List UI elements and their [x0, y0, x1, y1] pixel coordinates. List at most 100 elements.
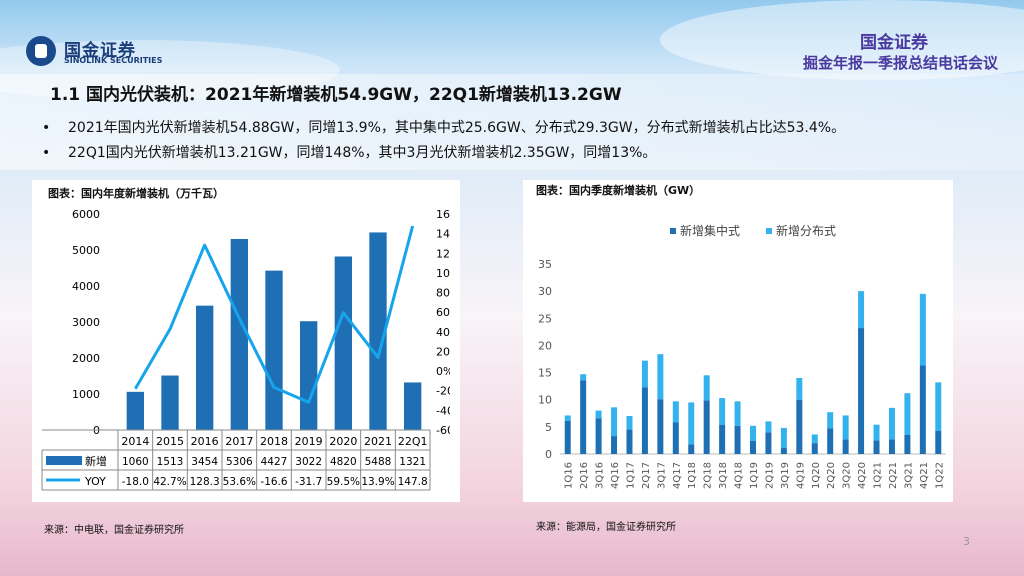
y-tick-label: 20 [538, 339, 552, 352]
table-new-value: 1060 [122, 456, 149, 468]
logo-chinese-name: 国金证券 [64, 41, 136, 61]
x-tick-label: 3Q20 [842, 462, 853, 489]
legend-distributed-swatch [766, 228, 772, 234]
table-yoy-value: -31.7 [295, 476, 322, 488]
sinolink-logo: 国金证券 SINOLINK SECURITIES [26, 36, 206, 70]
table-yoy-value: 13.9% [361, 476, 394, 488]
table-yoy-value: -16.6 [260, 476, 287, 488]
x-tick-label: 1Q17 [625, 462, 636, 489]
distributed-bar [688, 402, 695, 445]
central-bar [796, 399, 803, 454]
central-bar [904, 435, 911, 454]
table-yoy-value: 53.6% [223, 476, 256, 488]
distributed-bar [672, 401, 679, 423]
annual-bar [334, 256, 352, 430]
x-tick-label: 3Q17 [656, 462, 667, 489]
legend-bar-swatch [46, 456, 82, 465]
table-yoy-value: -18.0 [122, 476, 149, 488]
central-bar [780, 448, 787, 454]
x-tick-label: 2015 [156, 435, 184, 448]
legend-new-label: 新增 [85, 454, 107, 468]
bullet-text: 22Q1国内光伏新增装机13.21GW，同增148%，其中3月光伏新增装机2.3… [68, 145, 657, 161]
central-bar [750, 440, 756, 454]
annual-bar [300, 321, 318, 430]
bullet-text: 2021年国内光伏新增装机54.88GW，同增13.9%，其中集中式25.6GW… [68, 120, 846, 136]
central-bar [935, 430, 942, 454]
x-tick-label: 4Q19 [795, 462, 806, 489]
central-bar [719, 424, 726, 454]
legend-distributed-label: 新增分布式 [776, 223, 836, 238]
y-right-tick-label: 120% [436, 247, 450, 260]
x-tick-label: 4Q16 [610, 462, 621, 489]
distributed-bar [611, 407, 618, 437]
distributed-bar [595, 410, 602, 419]
table-yoy-value: 147.8 [398, 476, 428, 488]
quarterly-installations-chart: 新增集中式 新增分布式 0 5 10 15 20 25 30 35 1Q16 2Q16 3Q16 4Q16… [538, 223, 946, 489]
legend-central-label: 新增集中式 [680, 223, 740, 238]
central-bar [672, 422, 679, 454]
distributed-bar [827, 412, 834, 429]
x-tick-label: 3Q21 [903, 462, 914, 489]
y-left-tick-label: 2000 [72, 352, 100, 365]
bullet-item: • 2021年国内光伏新增装机54.88GW，同增13.9%，其中集中式25.6G… [42, 117, 845, 137]
table-new-value: 1321 [399, 456, 426, 468]
y-right-tick-label: 20% [436, 345, 450, 358]
yoy-line [134, 225, 415, 404]
y-right-tick-label: 140% [436, 228, 450, 241]
x-tick-label: 3Q19 [780, 462, 791, 489]
distributed-bar [750, 425, 756, 441]
central-bar [626, 429, 633, 454]
x-tick-label: 2019 [295, 435, 323, 448]
x-tick-label: 1Q20 [811, 462, 822, 489]
y-right-tick-label: -20% [436, 385, 450, 398]
central-bar [765, 432, 772, 454]
table-new-value: 3022 [295, 456, 322, 468]
x-tick-label: 1Q16 [564, 462, 575, 489]
table-new-value: 1513 [157, 456, 184, 468]
distributed-bar [626, 416, 633, 430]
x-tick-label: 2020 [329, 435, 357, 448]
distributed-bar [888, 407, 895, 440]
distributed-bar [657, 354, 664, 400]
x-tick-label: 4Q21 [919, 462, 930, 489]
x-tick-label: 2Q17 [641, 462, 652, 489]
distributed-bar [858, 291, 865, 329]
distributed-bar [842, 415, 849, 440]
legend-central-swatch [670, 228, 676, 234]
y-left-tick-label: 6000 [72, 208, 100, 221]
table-new-value: 4820 [330, 456, 357, 468]
x-tick-label: 2Q18 [703, 462, 714, 489]
x-tick-label: 3Q18 [718, 462, 729, 489]
x-tick-label: 4Q18 [734, 462, 745, 489]
bullet-dot: • [42, 120, 51, 136]
bullet-dot: • [42, 145, 51, 161]
x-tick-label: 1Q22 [934, 462, 945, 489]
central-bar [641, 387, 648, 454]
y-right-tick-label: 0% [436, 365, 450, 378]
x-tick-label: 3Q16 [595, 462, 606, 489]
central-bar [657, 399, 664, 454]
distributed-bar [811, 434, 818, 444]
quarterly-chart-source: 来源：能源局，国金证券研究所 [536, 522, 676, 533]
distributed-bar [935, 382, 942, 431]
x-tick-label: 2014 [121, 435, 149, 448]
x-tick-label: 2021 [364, 435, 392, 448]
x-tick-label: 22Q1 [398, 435, 428, 448]
table-yoy-value: 42.7% [153, 476, 186, 488]
x-tick-label: 4Q17 [672, 462, 683, 489]
y-tick-label: 30 [538, 285, 552, 298]
y-right-tick-label: 80% [436, 287, 450, 300]
distributed-bar [703, 375, 710, 401]
central-bar [580, 380, 587, 454]
bullet-item: • 22Q1国内光伏新增装机13.21GW，同增148%，其中3月光伏新增装机2.… [42, 142, 656, 162]
y-left-tick-label: 4000 [72, 280, 100, 293]
slide-title: 1.1 国内光伏装机：2021年新增装机54.9GW，22Q1新增装机13.2G… [50, 85, 622, 105]
y-left-tick-label: 3000 [72, 316, 100, 329]
central-bar [734, 425, 741, 454]
central-bar [827, 428, 834, 454]
brand-name: 国金证券 [860, 33, 928, 53]
central-bar [688, 444, 695, 454]
central-bar [842, 439, 849, 454]
distributed-bar [641, 360, 648, 388]
annual-bar [369, 232, 387, 430]
